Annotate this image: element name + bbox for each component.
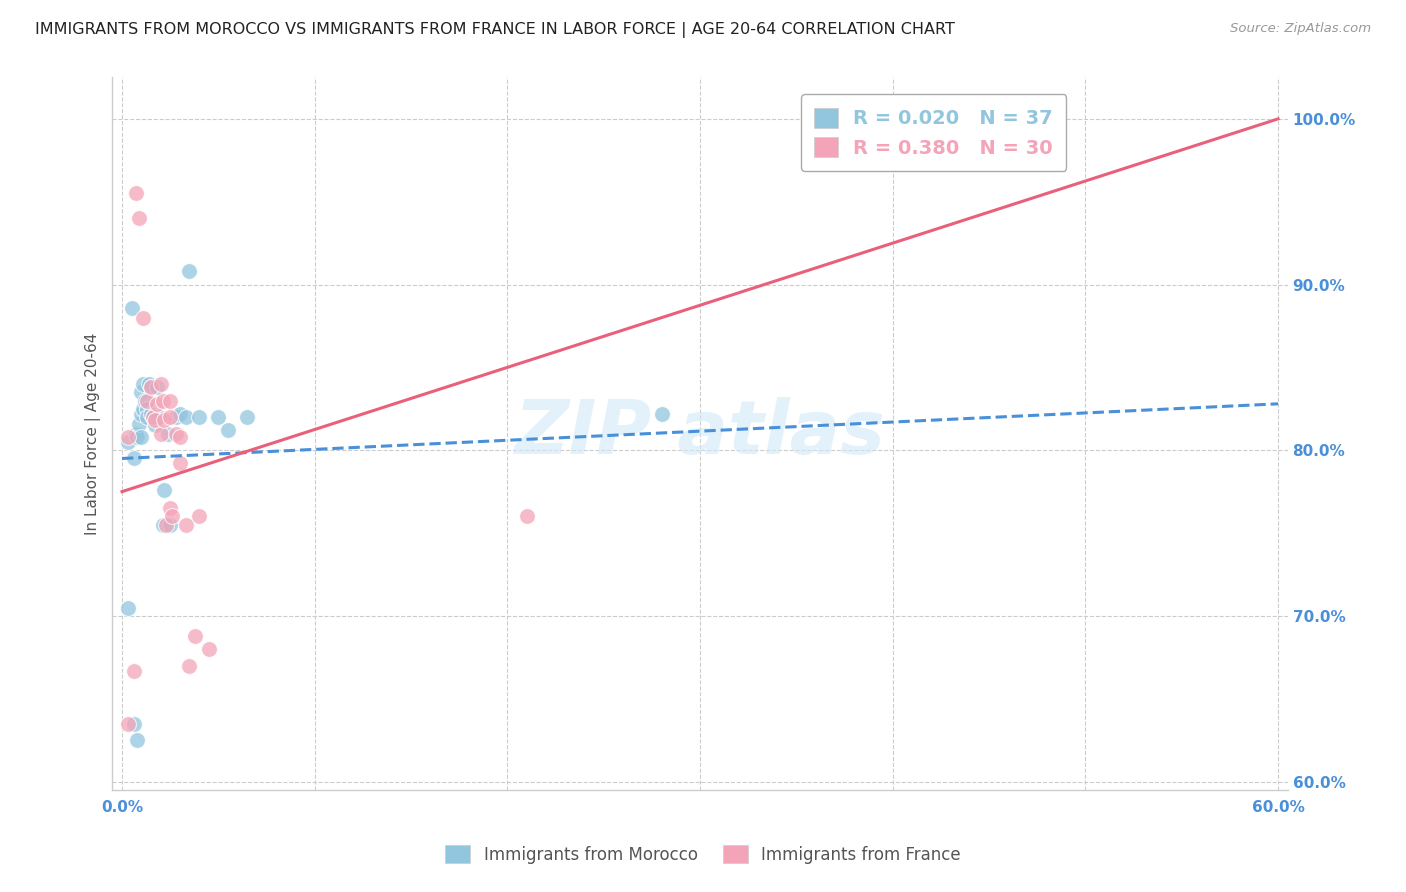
Point (117, 600, 139, 615)
Point (179, 264, 201, 278)
Point (139, 380, 162, 394)
Point (131, 385, 153, 400)
Point (131, 430, 153, 444)
Point (136, 393, 159, 408)
Point (516, 509, 538, 524)
Point (117, 434, 139, 449)
Legend: R = 0.020   N = 37, R = 0.380   N = 30: R = 0.020 N = 37, R = 0.380 N = 30 (801, 95, 1067, 171)
Point (128, 417, 150, 431)
Text: ZIP atlas: ZIP atlas (515, 397, 886, 470)
Point (132, 401, 155, 416)
Point (169, 457, 191, 471)
Point (236, 410, 259, 425)
Point (159, 410, 181, 425)
Point (174, 410, 197, 425)
Point (143, 418, 166, 433)
Point (651, 407, 673, 421)
Point (136, 410, 159, 425)
Point (844, 112, 866, 126)
Point (139, 407, 162, 421)
Point (145, 380, 167, 394)
Point (132, 310, 155, 325)
Point (124, 426, 146, 441)
Point (149, 376, 172, 391)
Point (134, 393, 156, 408)
Point (132, 376, 155, 391)
Point (153, 483, 176, 497)
Point (159, 517, 181, 532)
Point (160, 509, 183, 524)
Point (165, 410, 187, 425)
Point (128, 211, 150, 226)
Point (152, 517, 174, 532)
Point (165, 426, 187, 441)
Point (197, 642, 219, 657)
Point (122, 716, 145, 731)
Point (117, 716, 139, 731)
Point (139, 380, 162, 394)
Point (157, 426, 180, 441)
Point (184, 629, 207, 643)
Point (127, 733, 149, 747)
Point (188, 509, 211, 524)
Y-axis label: In Labor Force | Age 20-64: In Labor Force | Age 20-64 (86, 333, 101, 535)
Point (179, 658, 201, 673)
Point (142, 410, 165, 425)
Point (117, 430, 139, 444)
Point (152, 393, 174, 408)
Point (136, 401, 159, 416)
Point (169, 407, 191, 421)
Legend: Immigrants from Morocco, Immigrants from France: Immigrants from Morocco, Immigrants from… (439, 838, 967, 871)
Point (122, 664, 145, 678)
Text: Source: ZipAtlas.com: Source: ZipAtlas.com (1230, 22, 1371, 36)
Point (124, 186, 146, 201)
Point (174, 517, 197, 532)
Text: IMMIGRANTS FROM MOROCCO VS IMMIGRANTS FROM FRANCE IN LABOR FORCE | AGE 20-64 COR: IMMIGRANTS FROM MOROCCO VS IMMIGRANTS FR… (35, 22, 955, 38)
Point (188, 410, 211, 425)
Point (122, 451, 145, 466)
Point (207, 410, 229, 425)
Point (159, 393, 181, 408)
Point (142, 410, 165, 425)
Point (127, 430, 149, 444)
Point (153, 413, 176, 427)
Point (143, 413, 166, 427)
Point (145, 397, 167, 411)
Point (131, 407, 153, 421)
Point (149, 426, 172, 441)
Point (148, 410, 170, 425)
Point (155, 517, 177, 532)
Point (138, 376, 160, 391)
Point (159, 501, 181, 516)
Point (121, 301, 143, 315)
Point (169, 430, 191, 444)
Point (217, 423, 239, 437)
